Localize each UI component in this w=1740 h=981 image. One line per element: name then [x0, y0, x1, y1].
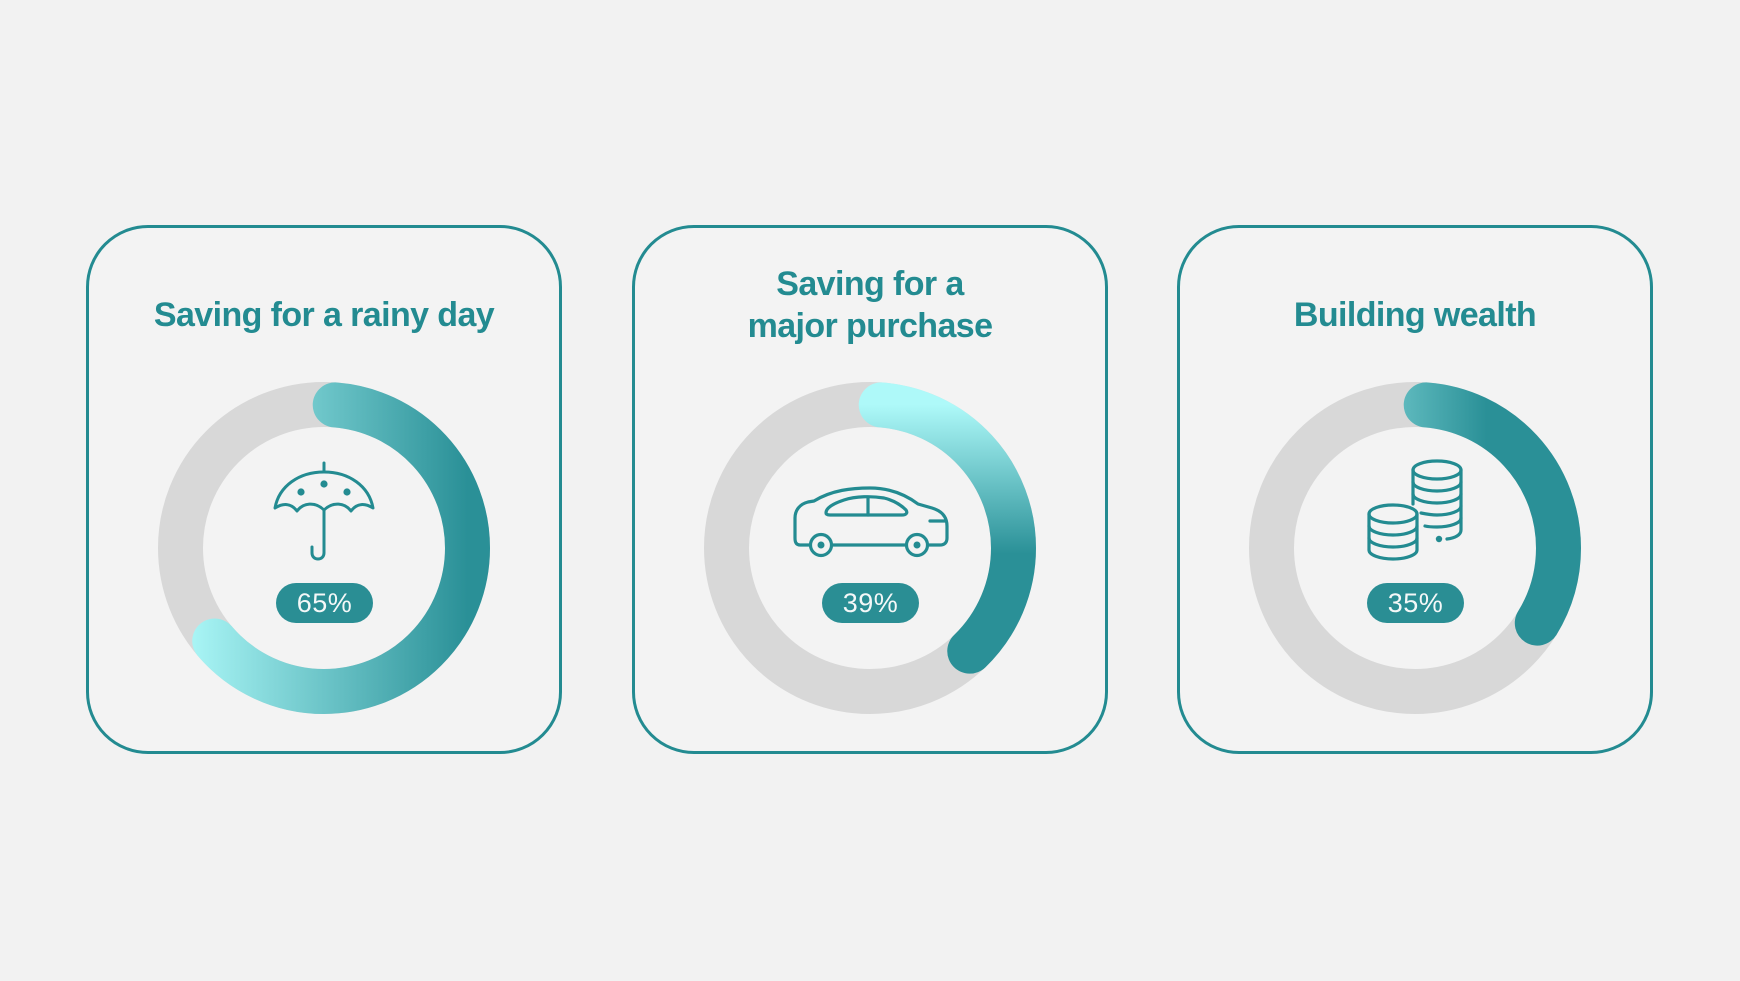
- donut-svg: [158, 382, 490, 714]
- car-icon: [793, 486, 949, 558]
- card-rainy-day: Saving for a rainy day 65%: [86, 225, 562, 754]
- donut-chart: [154, 378, 494, 718]
- donut-progress-arc: [158, 382, 490, 714]
- card-title: Building wealth: [1293, 296, 1537, 334]
- umbrella-icon: [273, 461, 375, 561]
- percent-badge: 35%: [1367, 583, 1464, 623]
- donut-progress-arc: [704, 382, 1036, 714]
- percent-badge: 39%: [822, 583, 919, 623]
- donut-progress-arc: [1249, 382, 1581, 714]
- percent-badge: 65%: [276, 583, 373, 623]
- donut-svg: [1249, 382, 1581, 714]
- card-title: Saving for a rainy day: [153, 296, 495, 334]
- donut-svg: [704, 382, 1036, 714]
- donut-chart: [1245, 378, 1585, 718]
- card-title: Saving for a major purchase: [747, 265, 993, 345]
- coins-icon: [1367, 459, 1463, 561]
- card-building-wealth: Building wealth 35%: [1177, 225, 1653, 754]
- donut-chart: [700, 378, 1040, 718]
- card-major-purchase: Saving for a major purchase 39%: [632, 225, 1108, 754]
